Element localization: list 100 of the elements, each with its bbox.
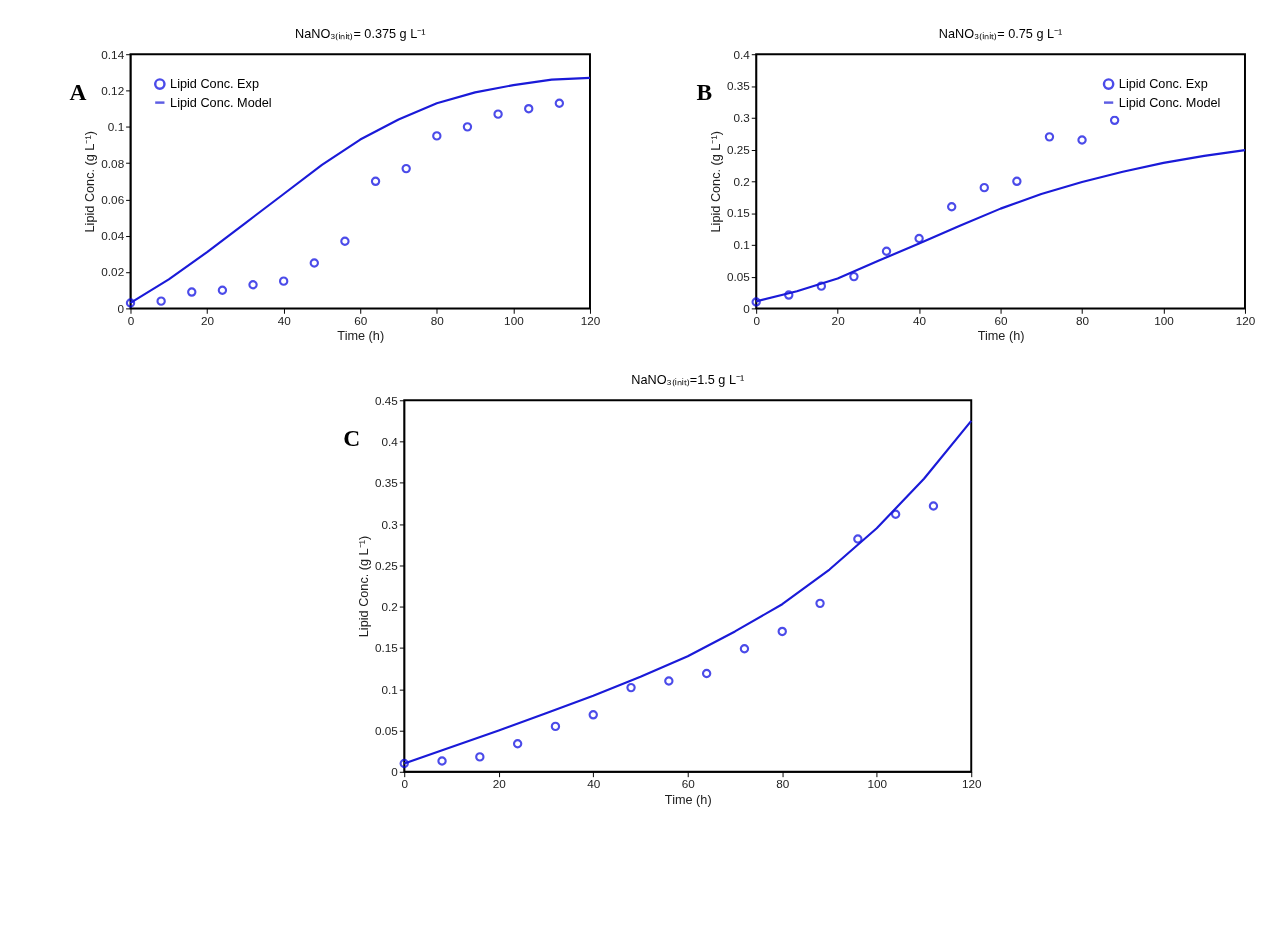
x-tick-label: 120 [961,776,982,790]
y-tick-label: 0.1 [381,682,398,696]
y-tick-label: 0.02 [101,265,125,279]
y-tick-label: 0.35 [375,476,399,490]
point [1012,176,1022,187]
y-tick-label: 0.14 [101,47,125,61]
point [1044,132,1055,142]
x-tick-label: 20 [492,776,507,790]
point [849,271,859,282]
y-tick-label: 0.25 [375,558,399,572]
y-tick-label: 0.05 [375,723,399,737]
point [401,163,411,174]
point [187,287,197,297]
y-tick-label: 0.3 [381,517,398,531]
y-tick-label: 0.06 [101,192,125,206]
point [816,281,827,291]
y-tick-label: 0.3 [733,111,750,125]
y-tick-label: 0.2 [733,174,750,188]
chart-title: NaNO₃₍ᵢₙᵢₜ₎=1.5 g L⁻¹ [631,372,745,387]
point [340,236,350,246]
point [554,98,565,108]
x-tick-label: 60 [681,776,696,790]
point [217,285,228,295]
x-tick-label: 80 [776,776,790,790]
text: B [696,79,713,106]
y-tick-label: 0.12 [101,83,125,97]
point [914,233,924,244]
x-axis-title: Time (h) [977,329,1025,344]
point [739,644,750,654]
y-axis-title: Lipid Conc. (g L⁻¹) [709,131,724,233]
y-tick-label: 0.1 [733,238,750,252]
point [475,752,485,762]
point [1077,135,1087,145]
y-tick-label: 0.1 [107,120,125,134]
y-tick-label: 0.4 [381,434,399,448]
y-tick-label: 0.35 [727,79,751,93]
chart-title: NaNO₃₍ᵢₙᵢₜ₎= 0.75 g L⁻¹ [938,26,1063,41]
x-tick-label: 40 [587,776,601,790]
point [462,122,473,132]
point [524,103,534,114]
x-tick-label: 100 [504,313,525,327]
y-tick-label: 0.2 [381,600,398,614]
x-tick-label: 80 [1076,313,1090,327]
point [278,276,289,286]
text: A [69,79,87,106]
y-axis-title: Lipid Conc. (g L⁻¹) [83,131,98,233]
point [701,668,712,679]
x-tick-label: 40 [913,313,927,327]
x-tick-label: 80 [430,313,445,327]
y-tick-label: 0.15 [375,641,399,655]
y-tick-label: 0.4 [733,47,751,61]
point [125,298,136,308]
y-tick-label: 0.04 [101,229,125,243]
point [370,176,381,187]
point [588,710,598,720]
point [784,290,794,300]
y-tick-label: 0 [117,301,125,315]
x-tick-label: 0 [127,313,135,327]
point [626,682,636,693]
x-tick-label: 120 [1235,313,1256,327]
point [928,501,939,511]
line-series [129,76,592,305]
x-tick-label: 0 [401,776,409,790]
line-series [755,149,1247,303]
x-tick-label: 60 [354,313,368,327]
y-tick-label: 0.45 [375,393,399,407]
x-tick-label: 120 [580,313,601,327]
point [1109,115,1120,125]
point [156,296,166,306]
point [437,756,447,766]
point [493,109,503,119]
point [399,758,409,769]
point [309,258,319,268]
point [751,297,761,307]
point [946,202,957,212]
x-tick-label: 20 [201,313,215,327]
y-tick-label: 0.08 [101,156,125,170]
legend-label: Lipid Conc. Model [1118,95,1221,110]
point [777,626,787,637]
point [853,534,863,544]
point [512,739,523,749]
x-tick-label: 20 [831,313,846,327]
x-axis-title: Time (h) [337,329,385,344]
point [432,131,442,141]
legend-label: Lipid Conc. Exp [1118,76,1208,91]
point [890,509,901,519]
text: C [343,425,361,452]
legend-label: Lipid Conc. Model [170,95,272,110]
chart-title: NaNO₃₍ᵢₙᵢₜ₎= 0.375 g L⁻¹ [295,26,426,41]
y-tick-label: 0 [391,765,399,779]
y-tick-label: 0.15 [727,206,751,220]
x-tick-label: 60 [994,313,1009,327]
legend-label: Lipid Conc. Exp [170,76,259,91]
x-tick-label: 0 [753,313,761,327]
y-tick-label: 0.05 [727,270,751,284]
y-axis-title: Lipid Conc. (g L⁻¹) [357,535,372,638]
point [815,598,825,609]
y-tick-label: 0 [743,301,751,315]
x-tick-label: 100 [1154,313,1175,327]
point [979,182,989,193]
